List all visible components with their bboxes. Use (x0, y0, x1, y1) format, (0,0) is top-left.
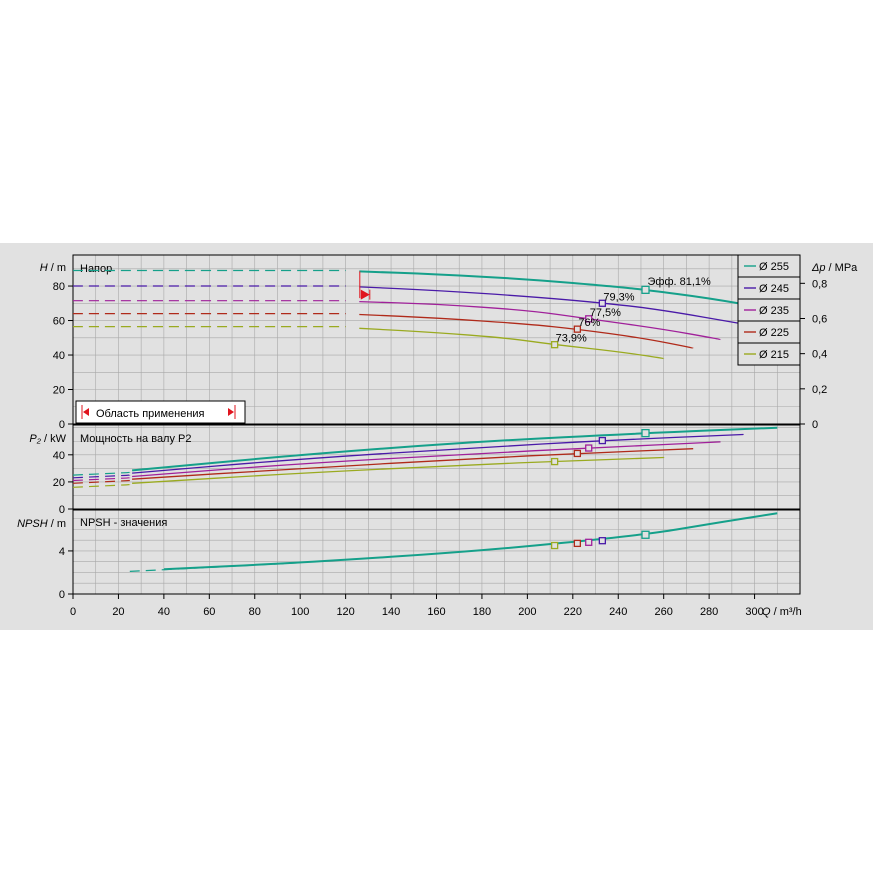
legend-label-d245: Ø 245 (759, 283, 789, 295)
range-label-left-arrow (83, 408, 89, 416)
power-panel-title: Мощность на валу P2 (80, 433, 192, 445)
power-series-d255-dashed (72, 471, 131, 476)
power-series-d225-line (132, 448, 694, 480)
x-tick-label: 60 (203, 606, 215, 618)
npsh-y-axis-label: NPSH / m (17, 518, 66, 530)
npsh-bep-marker-d245 (598, 537, 606, 545)
power-panel-frame (72, 424, 801, 510)
head-bep-marker-d255 (641, 285, 650, 294)
head-right-axis-label: Δp / MPa (811, 262, 858, 274)
head-series-d235-line (359, 300, 722, 341)
efficiency-label-d255: Эфф. 81,1% (648, 276, 712, 288)
npsh-panel-title: NPSH - значения (80, 517, 167, 529)
efficiency-label-d215: 73,9% (556, 333, 587, 345)
power-series-d235-line (132, 441, 722, 478)
npsh-series-d255-line (163, 512, 778, 571)
power-series-d245-dashed (72, 474, 131, 479)
power-y-tick-label: 0 (59, 504, 65, 516)
head-y-axis-label: H / m (40, 262, 66, 274)
power-bep-marker-d245 (598, 436, 606, 445)
head-series-d215-line (359, 327, 665, 360)
efficiency-label-d235: 77,5% (590, 307, 621, 319)
head-y-tick-label: 0 (59, 419, 65, 431)
head-right-tick-label: 0,8 (812, 278, 827, 290)
power-y-tick-label: 20 (53, 477, 65, 489)
head-series-d255-line (359, 270, 779, 312)
npsh-y-tick-label: 4 (59, 546, 65, 558)
x-tick-label: 240 (609, 606, 627, 618)
head-bep-marker-d225 (573, 325, 582, 333)
head-right-tick-label: 0,6 (812, 313, 827, 325)
npsh-y-tick-label: 0 (59, 589, 65, 601)
pump-curve-chart: 0 20 40 60 80 100 120 140 160 180 200 220 240 260 280 3… (0, 243, 873, 630)
head-y-tick-label: 40 (53, 350, 65, 362)
legend-item-d215 (737, 342, 801, 366)
head-y-tick-label: 80 (53, 281, 65, 293)
x-axis-label: Q / m³/h (762, 606, 802, 618)
npsh-bep-marker-d235 (585, 538, 593, 546)
x-tick-label: 40 (158, 606, 170, 618)
power-y-axis-label: P₂ / kW (29, 433, 66, 445)
power-bep-marker-d255 (641, 428, 650, 438)
x-tick-label: 300 (745, 606, 763, 618)
range-left-arrow (360, 289, 370, 300)
power-series-d255-line (132, 426, 778, 472)
pump-curve-svg: 0 20 40 60 80 100 120 140 160 180 200 220 240 260 280 3… (17, 254, 858, 618)
head-series-d225-line (359, 313, 694, 349)
power-series-d215-line (132, 456, 665, 484)
power-series-d225-dashed (72, 479, 130, 484)
x-tick-label: 80 (249, 606, 261, 618)
power-series-d235-dashed (72, 477, 131, 482)
power-series-d245-line (132, 433, 744, 474)
head-y-tick-label: 20 (53, 385, 65, 397)
x-tick-label: 0 (70, 606, 76, 618)
head-right-tick-label: 0 (812, 419, 818, 431)
legend-label-d215: Ø 215 (759, 349, 789, 361)
head-series-d245-line (359, 286, 744, 325)
npsh-bep-marker-d225 (573, 539, 582, 548)
legend-label-d255: Ø 255 (759, 261, 789, 273)
x-tick-label: 220 (564, 606, 582, 618)
head-panel-title: Напор (80, 263, 112, 275)
x-tick-label: 100 (291, 606, 309, 618)
x-tick-label: 180 (473, 606, 491, 618)
x-tick-label: 20 (112, 606, 124, 618)
head-right-tick-label: 0,2 (812, 384, 827, 396)
legend-label-d235: Ø 235 (759, 305, 789, 317)
power-bep-marker-d235 (585, 444, 593, 452)
x-tick-label: 160 (427, 606, 445, 618)
efficiency-label-d225: 76% (578, 317, 600, 329)
power-bep-marker-d225 (573, 449, 582, 458)
x-tick-label: 140 (382, 606, 400, 618)
power-bep-marker-d215 (550, 457, 559, 466)
head-y-tick-label: 60 (53, 316, 65, 328)
range-label-box (75, 400, 246, 424)
npsh-bep-marker-d255 (641, 530, 650, 539)
x-tick-label: 260 (655, 606, 673, 618)
range-label-text: Область применения (96, 408, 205, 420)
efficiency-label-d245: 79,3% (603, 291, 634, 303)
legend-label-d225: Ø 225 (759, 327, 789, 339)
head-bep-marker-d235 (585, 315, 593, 323)
range-label-right-arrow (228, 408, 234, 416)
power-series-d215-dashed (72, 484, 131, 488)
head-right-tick-label: 0,4 (812, 349, 827, 361)
x-tick-label: 280 (700, 606, 718, 618)
npsh-bep-marker-d215 (550, 541, 559, 550)
x-tick-label: 200 (518, 606, 536, 618)
x-tick-label: 120 (336, 606, 354, 618)
head-bep-marker-d245 (598, 299, 606, 307)
head-bep-marker-d215 (550, 341, 559, 349)
power-y-tick-label: 40 (53, 450, 65, 462)
